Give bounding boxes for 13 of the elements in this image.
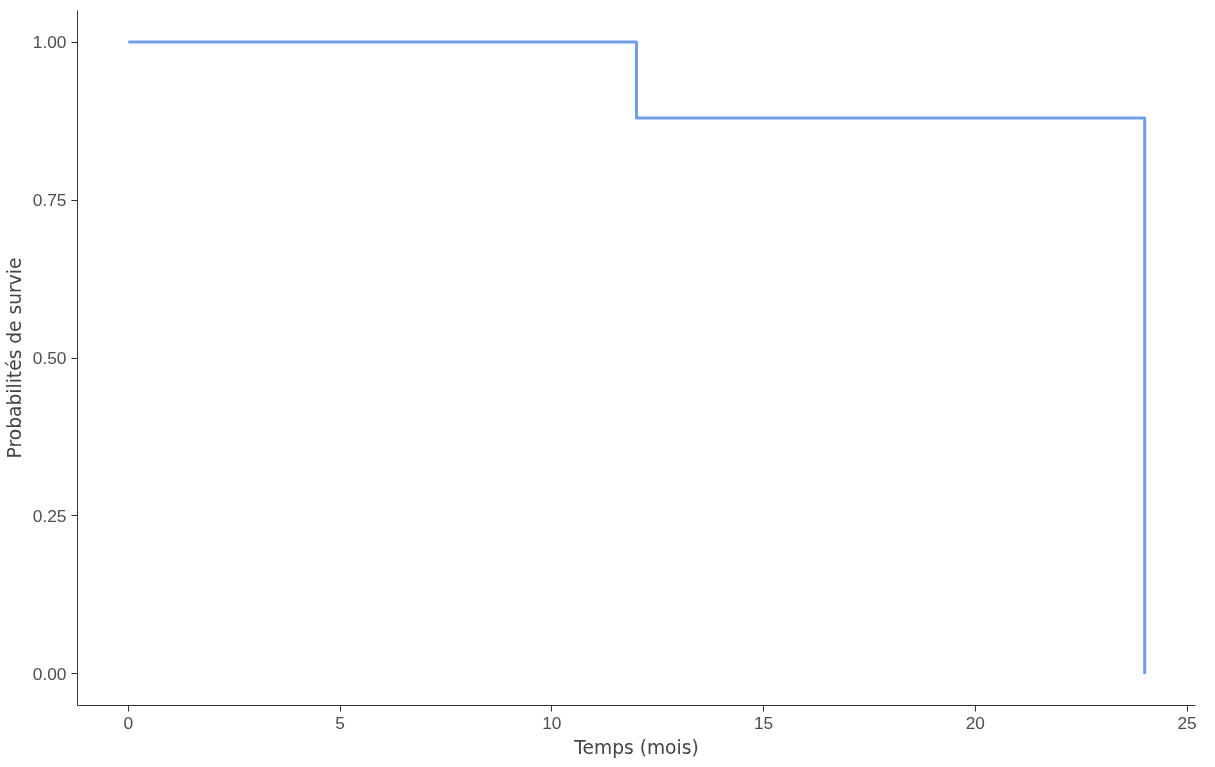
x-axis-title: Temps (mois) xyxy=(573,736,699,758)
y-tick-label: 0.00 xyxy=(32,663,67,684)
y-tick-label: 1.00 xyxy=(32,32,67,53)
y-tick-label: 0.50 xyxy=(32,348,67,368)
x-tick-label: 15 xyxy=(753,712,774,733)
y-axis-title: Probabilités de survie xyxy=(3,257,25,459)
y-tick-label: 0.25 xyxy=(32,505,67,526)
x-tick-label: 5 xyxy=(335,712,345,733)
y-tick-label: 0.75 xyxy=(32,190,67,211)
x-tick-label: 25 xyxy=(1177,712,1197,733)
x-tick-label: 0 xyxy=(123,712,134,733)
x-tick-label: 10 xyxy=(542,712,562,733)
x-tick-label: 20 xyxy=(965,712,985,733)
